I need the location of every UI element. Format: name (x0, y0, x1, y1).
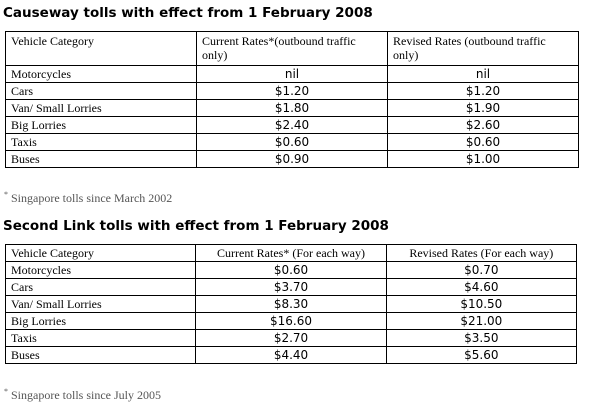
table-row: Big Lorries $16.60 $21.00 (4, 312, 578, 330)
second-link-tolls-table: Vehicle Category Current Rates* (For eac… (4, 244, 578, 364)
revised-rate-cell: $1.90 (387, 99, 579, 117)
vehicle-category-cell: Taxis (5, 133, 197, 151)
table-row: Big Lorries $2.40 $2.60 (5, 116, 579, 134)
vehicle-category-cell: Cars (5, 82, 197, 100)
header-revised-rates: Revised Rates (For each way) (385, 244, 578, 262)
revised-rate-cell: $3.50 (385, 329, 578, 347)
footnote-mark: * (4, 190, 8, 199)
revised-rate-cell: nil (387, 65, 579, 83)
causeway-footnote: * Singapore tolls since March 2002 (4, 190, 172, 206)
table-row: Motorcycles nil nil (5, 65, 579, 83)
revised-rate-cell: $1.00 (387, 150, 579, 168)
header-current-rates: Current Rates*(outbound traffic only) (196, 31, 388, 66)
current-rate-cell: $2.70 (195, 329, 387, 347)
current-rate-cell: $16.60 (195, 312, 387, 330)
current-rate-cell: $0.90 (196, 150, 388, 168)
table-header-row: Vehicle Category Current Rates*(outbound… (5, 31, 579, 66)
current-rate-cell: $2.40 (196, 116, 388, 134)
vehicle-category-cell: Cars (4, 278, 197, 296)
revised-rate-cell: $5.60 (385, 346, 578, 364)
vehicle-category-cell: Van/ Small Lorries (5, 99, 197, 117)
table-row: Cars $1.20 $1.20 (5, 82, 579, 100)
table-row: Van/ Small Lorries $8.30 $10.50 (4, 295, 578, 313)
current-rate-cell: $0.60 (196, 133, 388, 151)
table-row: Motorcycles $0.60 $0.70 (4, 261, 578, 279)
table-row: Cars $3.70 $4.60 (4, 278, 578, 296)
revised-rate-cell: $0.70 (385, 261, 578, 279)
causeway-title: Causeway tolls with effect from 1 Februa… (3, 5, 373, 21)
header-vehicle-category: Vehicle Category (5, 31, 197, 66)
revised-rate-cell: $1.20 (387, 82, 579, 100)
vehicle-category-cell: Buses (4, 346, 197, 364)
table-row: Taxis $2.70 $3.50 (4, 329, 578, 347)
header-revised-rates: Revised Rates (outbound traffic only) (387, 31, 579, 66)
footnote-mark: * (4, 387, 8, 396)
revised-rate-cell: $21.00 (385, 312, 578, 330)
revised-rate-cell: $10.50 (385, 295, 578, 313)
vehicle-category-cell: Van/ Small Lorries (4, 295, 197, 313)
vehicle-category-cell: Motorcycles (5, 65, 197, 83)
table-header-row: Vehicle Category Current Rates* (For eac… (4, 244, 578, 262)
vehicle-category-cell: Big Lorries (5, 116, 197, 134)
revised-rate-cell: $0.60 (387, 133, 579, 151)
current-rate-cell: $8.30 (195, 295, 387, 313)
table-row: Van/ Small Lorries $1.80 $1.90 (5, 99, 579, 117)
current-rate-cell: $0.60 (195, 261, 387, 279)
footnote-text: Singapore tolls since July 2005 (11, 388, 161, 402)
second-link-footnote: * Singapore tolls since July 2005 (4, 387, 161, 403)
header-vehicle-category: Vehicle Category (4, 244, 197, 262)
table-row: Buses $0.90 $1.00 (5, 150, 579, 168)
vehicle-category-cell: Motorcycles (4, 261, 197, 279)
current-rate-cell: $1.80 (196, 99, 388, 117)
vehicle-category-cell: Buses (5, 150, 197, 168)
current-rate-cell: $4.40 (195, 346, 387, 364)
table-row: Taxis $0.60 $0.60 (5, 133, 579, 151)
current-rate-cell: $1.20 (196, 82, 388, 100)
vehicle-category-cell: Taxis (4, 329, 197, 347)
current-rate-cell: nil (196, 65, 388, 83)
header-current-rates: Current Rates* (For each way) (195, 244, 387, 262)
second-link-title: Second Link tolls with effect from 1 Feb… (3, 218, 389, 234)
vehicle-category-cell: Big Lorries (4, 312, 197, 330)
table-row: Buses $4.40 $5.60 (4, 346, 578, 364)
current-rate-cell: $3.70 (195, 278, 387, 296)
revised-rate-cell: $4.60 (385, 278, 578, 296)
revised-rate-cell: $2.60 (387, 116, 579, 134)
footnote-text: Singapore tolls since March 2002 (11, 191, 173, 205)
causeway-tolls-table: Vehicle Category Current Rates*(outbound… (5, 31, 579, 168)
